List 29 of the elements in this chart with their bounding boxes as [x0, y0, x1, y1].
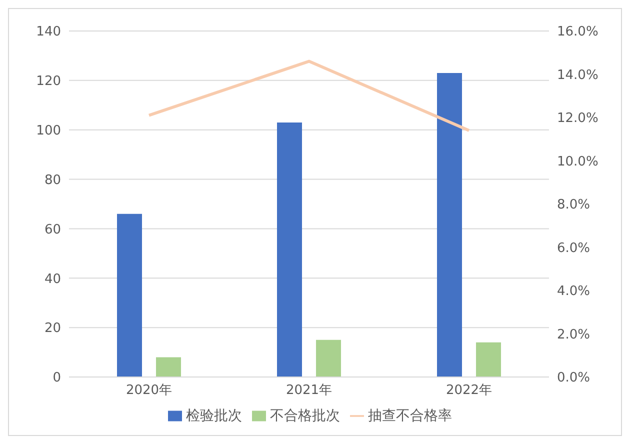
- y2-tick-label: 6.0%: [557, 240, 590, 256]
- y2-tick-label: 8.0%: [557, 198, 590, 213]
- x-tick-label: 2021年: [286, 383, 332, 398]
- y2-tick-label: 14.0%: [557, 68, 598, 83]
- y2-tick-label: 0.0%: [557, 370, 590, 386]
- bar: [476, 342, 501, 377]
- bar: [277, 122, 302, 377]
- y2-tick-label: 10.0%: [557, 154, 598, 170]
- y-tick-label: 0: [52, 370, 61, 386]
- bar: [156, 357, 181, 377]
- legend-label: 不合格批次: [270, 408, 340, 424]
- legend-label: 检验批次: [186, 408, 242, 424]
- y-tick-label: 120: [36, 74, 61, 90]
- y-tick-label: 40: [44, 272, 61, 287]
- y-tick-label: 20: [44, 321, 61, 336]
- y-tick-label: 140: [36, 24, 61, 40]
- bar: [316, 340, 341, 377]
- y2-tick-label: 2.0%: [557, 327, 590, 342]
- bar: [437, 73, 462, 377]
- legend-label: 抽查不合格率: [368, 408, 452, 424]
- y-tick-label: 100: [36, 123, 61, 138]
- y-tick-label: 60: [44, 222, 61, 238]
- bar: [117, 214, 142, 377]
- y2-tick-label: 16.0%: [557, 24, 598, 40]
- y2-tick-label: 12.0%: [557, 111, 598, 126]
- y-tick-label: 80: [44, 172, 61, 188]
- y2-tick-label: 4.0%: [557, 284, 590, 300]
- x-tick-label: 2022年: [446, 383, 492, 398]
- x-tick-label: 2020年: [126, 383, 172, 398]
